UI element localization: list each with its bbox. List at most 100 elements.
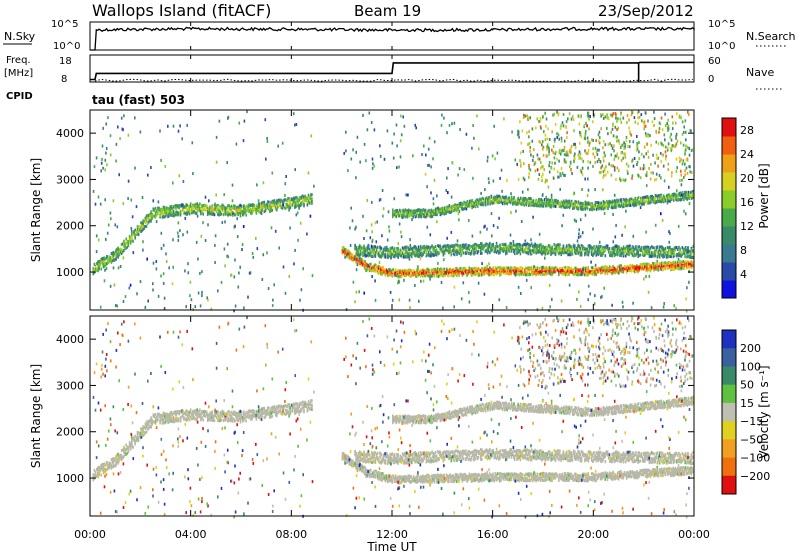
- power-cell: [538, 249, 541, 253]
- power-cell: [655, 200, 658, 204]
- station-title: Wallops Island (fitACF): [92, 1, 271, 20]
- power-cell: [429, 214, 431, 218]
- power-cell: [593, 245, 595, 249]
- power-cell: [456, 249, 458, 253]
- power-cell: [501, 249, 504, 253]
- power-cell: [393, 272, 396, 276]
- power-cell: [626, 246, 628, 250]
- power-cell: [435, 207, 437, 211]
- power-cell: [134, 236, 136, 240]
- power-cell: [410, 247, 413, 251]
- power-cell: [412, 213, 414, 217]
- power-cell: [439, 272, 441, 276]
- power-cell: [647, 245, 650, 249]
- power-cell: [390, 252, 393, 256]
- power-cell: [451, 122, 453, 126]
- power-cell: [559, 243, 561, 247]
- power-cell: [664, 199, 667, 203]
- power-cell: [391, 246, 394, 250]
- power-cell: [624, 201, 626, 205]
- power-cell: [117, 249, 119, 253]
- power-cell: [274, 201, 277, 205]
- power-cell: [489, 251, 491, 255]
- power-cell: [138, 228, 141, 232]
- power-cell: [686, 193, 689, 197]
- power-cell: [382, 270, 384, 274]
- power-cell: [297, 197, 300, 201]
- power-cell: [432, 208, 435, 212]
- power-cell: [607, 250, 610, 254]
- power-cell: [567, 203, 570, 207]
- power-cell: [464, 244, 466, 248]
- power-cell: [611, 250, 613, 254]
- power-cell: [655, 250, 658, 254]
- power-cell: [379, 249, 381, 253]
- nsky-label: N.Sky: [4, 30, 36, 43]
- power-cell: [396, 271, 398, 274]
- power-cell: [618, 269, 620, 273]
- power-cell: [459, 201, 462, 205]
- power-cell: [208, 211, 210, 215]
- power-cell: [655, 194, 658, 198]
- power-cell: [142, 221, 144, 225]
- power-cell: [491, 268, 493, 272]
- power-cell: [523, 203, 525, 207]
- power-cell: [474, 199, 477, 203]
- power-cell: [401, 246, 404, 250]
- power-cell: [637, 266, 639, 270]
- power-cell: [231, 199, 234, 203]
- power-cell: [533, 202, 536, 206]
- power-cell: [393, 213, 395, 217]
- power-cell: [571, 271, 574, 275]
- power-cell: [527, 204, 530, 207]
- power-cell: [256, 208, 259, 212]
- power-cell: [481, 196, 484, 200]
- power-cell: [479, 197, 481, 201]
- power-cell: [199, 209, 201, 213]
- power-cell: [472, 246, 474, 250]
- power-cell: [364, 262, 366, 266]
- power-cell: [557, 202, 559, 206]
- power-cell: [646, 262, 648, 266]
- power-cell: [577, 243, 579, 247]
- power-cell: [616, 266, 619, 270]
- power-cell: [663, 302, 665, 306]
- power-cell: [669, 199, 672, 203]
- power-cell: [528, 266, 531, 270]
- power-cell: [380, 270, 382, 274]
- power-cell: [441, 269, 443, 273]
- power-cell: [359, 252, 362, 256]
- power-cell: [678, 198, 681, 202]
- power-cell: [641, 200, 643, 204]
- power-cell: [413, 210, 416, 214]
- power-cell: [654, 200, 657, 204]
- power-cell: [569, 244, 571, 248]
- power-cell: [193, 204, 195, 208]
- power-cell: [535, 251, 538, 255]
- power-cell: [652, 195, 655, 199]
- power-cell: [604, 254, 607, 258]
- power-cell: [226, 209, 228, 213]
- power-cell: [540, 200, 542, 204]
- power-cell: [658, 197, 660, 201]
- power-cell: [436, 209, 438, 213]
- power-cell: [456, 203, 459, 207]
- power-cell: [624, 267, 627, 271]
- power-cell: [387, 253, 389, 257]
- power-cell: [487, 249, 490, 253]
- power-cell: [635, 253, 637, 257]
- power-cell: [637, 252, 639, 256]
- power-cell: [530, 200, 532, 204]
- power-cell: [371, 266, 373, 270]
- power-cell: [114, 258, 116, 262]
- power-cell: [474, 242, 476, 246]
- power-cell: [222, 213, 225, 217]
- power-cell: [286, 203, 288, 207]
- power-cell: [281, 141, 284, 145]
- power-cell: [387, 255, 389, 259]
- power-cell: [406, 271, 408, 275]
- power-cell: [662, 262, 664, 266]
- power-cell: [656, 255, 659, 259]
- power-cell: [621, 267, 623, 271]
- power-cell: [658, 253, 661, 257]
